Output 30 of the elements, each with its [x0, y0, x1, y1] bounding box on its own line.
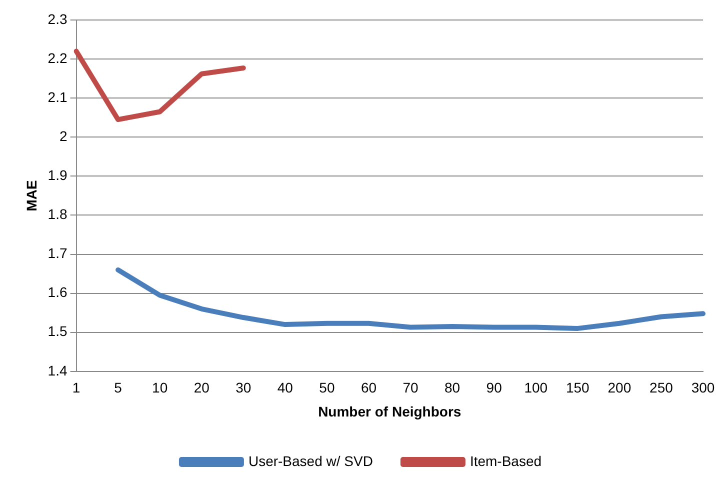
x-tick-label: 150 [566, 380, 590, 396]
x-tick-label: 300 [691, 380, 715, 396]
x-tick-label: 30 [236, 380, 252, 396]
y-tick-label: 1.6 [48, 284, 68, 300]
x-axis-title: Number of Neighbors [318, 403, 462, 420]
x-tick-label: 100 [524, 380, 548, 396]
x-tick-label: 80 [444, 380, 460, 396]
x-tick-label: 40 [277, 380, 294, 396]
x-tick-label: 250 [650, 380, 674, 396]
x-tick-label: 5 [114, 380, 122, 396]
y-tick-label: 2.1 [48, 88, 68, 105]
y-tick-label: 2 [59, 128, 68, 144]
y-axis-title: MAE [23, 180, 40, 212]
y-tick-label: 2.2 [48, 50, 68, 66]
x-tick-label: 10 [152, 380, 168, 396]
x-tick-label: 90 [486, 380, 502, 396]
y-tick-label: 1.5 [48, 323, 68, 340]
y-tick-label: 1.4 [48, 362, 68, 378]
x-tick-label: 50 [319, 380, 335, 396]
x-tick-label: 70 [402, 380, 419, 396]
legend-label: User-Based w/ SVD [248, 452, 373, 469]
x-tick-label: 200 [608, 380, 632, 396]
y-tick-label: 1.7 [48, 245, 68, 262]
y-tick-label: 1.8 [48, 206, 68, 222]
legend-label: Item-Based [470, 452, 542, 469]
x-tick-label: 60 [360, 380, 377, 396]
x-tick-label: 1 [72, 380, 80, 396]
x-tick-label: 20 [194, 380, 210, 396]
y-tick-label: 1.9 [48, 167, 68, 184]
y-tick-label: 2.3 [48, 10, 68, 27]
